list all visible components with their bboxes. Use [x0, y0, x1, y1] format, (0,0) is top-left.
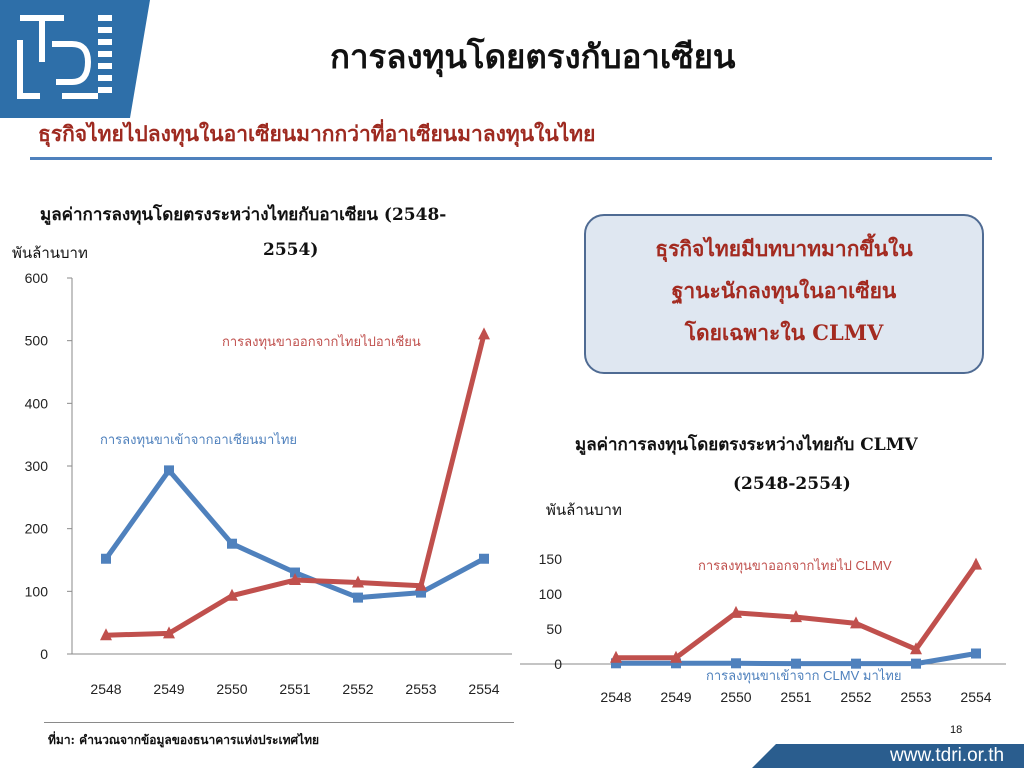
- c2-point-square: [731, 658, 741, 669]
- c2-point-square: [671, 658, 681, 669]
- c2-ytick-label: 100: [539, 586, 563, 602]
- c1-ytick-label: 400: [25, 395, 49, 411]
- footer-bar: [752, 744, 1024, 768]
- c1-point-triangle: [415, 578, 427, 591]
- c2-point-triangle: [790, 610, 802, 623]
- c2-point-square: [971, 648, 981, 659]
- c1-xtick-label: 2551: [279, 681, 310, 697]
- chart2-unit-label: พันล้านบาท: [546, 501, 622, 519]
- c2-point-triangle: [670, 650, 682, 663]
- c1-xtick-label: 2554: [468, 681, 499, 697]
- callout-line-3: โดยเฉพาะใน CLMV: [684, 320, 884, 345]
- c2-point-triangle: [850, 616, 862, 629]
- c2-ytick-label: 150: [539, 551, 563, 567]
- chart2-title-line1: มูลค่าการลงทุนโดยตรงระหว่างไทยกับ CLMV: [575, 435, 918, 455]
- c1-ytick-label: 100: [25, 583, 49, 599]
- c2-xtick-label: 2549: [660, 689, 691, 705]
- c2-xtick-label: 2553: [900, 689, 931, 705]
- c1-xtick-label: 2552: [342, 681, 373, 697]
- callout-line-2: ฐานะนักลงทุนในอาเซียน: [671, 278, 897, 303]
- c1-point-square: [227, 538, 237, 549]
- c1-point-square: [353, 592, 363, 603]
- c1-point-square: [290, 567, 300, 578]
- c1-point-triangle: [100, 628, 112, 641]
- c2-point-triangle: [910, 642, 922, 655]
- callout-box: ธุรกิจไทยมีบทบาทมากขึ้นใน ฐานะนักลงทุนใน…: [584, 214, 984, 374]
- c1-point-triangle: [289, 573, 301, 586]
- c2-point-square: [851, 658, 861, 669]
- page-title: การลงทุนโดยตรงกับอาเซียน: [330, 37, 736, 76]
- c2-ytick-label: 0: [554, 656, 562, 672]
- chart1-series-label-inbound: การลงทุนขาเข้าจากอาเซียนมาไทย: [100, 432, 297, 448]
- c1-point-triangle: [226, 588, 238, 601]
- tdri-logo: [0, 0, 150, 118]
- c2-xtick-label: 2548: [600, 689, 631, 705]
- c1-ytick-label: 600: [25, 270, 49, 286]
- header-divider: [30, 157, 992, 160]
- website-link[interactable]: www.tdri.or.th: [890, 745, 1005, 766]
- c2-point-triangle: [970, 557, 982, 570]
- chart2-plot: 0 50 100 150 2548 2549 2550 2551 2552 2553 2554 ก…: [520, 551, 1006, 705]
- chart1-unit-label: พันล้านบาท: [12, 244, 88, 262]
- c1-xtick-label: 2553: [405, 681, 436, 697]
- c2-point-square: [911, 658, 921, 669]
- c2-ytick-label: 50: [546, 621, 562, 637]
- c2-point-square: [611, 658, 621, 669]
- chart1-plot: 0 100 200 300 400 500 600 2548 2549 2550 2551 2552…: [25, 270, 512, 697]
- chart2-series-label-outbound: การลงทุนขาออกจากไทยไป CLMV: [698, 558, 892, 574]
- c1-point-square: [479, 553, 489, 564]
- c2-point-triangle: [730, 605, 742, 618]
- c1-xtick-label: 2548: [90, 681, 121, 697]
- c1-point-triangle: [352, 575, 364, 588]
- source-divider: [44, 722, 514, 723]
- c1-xtick-label: 2549: [153, 681, 184, 697]
- chart1-series-label-outbound: การลงทุนขาออกจากไทยไปอาเซียน: [222, 334, 421, 350]
- c1-point-square: [416, 587, 426, 598]
- chart1-title-line1: มูลค่าการลงทุนโดยตรงระหว่างไทยกับอาเซียน…: [40, 205, 447, 225]
- c1-point-square: [164, 465, 174, 476]
- c1-ytick-label: 0: [40, 646, 48, 662]
- c2-xtick-label: 2554: [960, 689, 991, 705]
- c2-point-triangle: [610, 650, 622, 663]
- c1-point-square: [101, 553, 111, 564]
- c2-xtick-label: 2550: [720, 689, 751, 705]
- c2-point-square: [791, 658, 801, 669]
- c2-xtick-label: 2552: [840, 689, 871, 705]
- c2-xtick-label: 2551: [780, 689, 811, 705]
- page-subtitle: ธุรกิจไทยไปลงทุนในอาเซียนมากกว่าที่อาเซี…: [38, 121, 596, 146]
- source-note: ที่มา: คำนวณจากข้อมูลของธนาคารแห่งประเทศ…: [48, 733, 320, 747]
- c1-point-triangle: [478, 327, 490, 340]
- chart1-title-line2: 2554): [263, 240, 319, 260]
- c1-xtick-label: 2550: [216, 681, 247, 697]
- chart2-title-line2: (2548-2554): [733, 474, 851, 494]
- logo-background: [0, 0, 150, 118]
- callout-line-1: ธุรกิจไทยมีบทบาทมากขึ้นใน: [655, 236, 913, 261]
- chart2-series-label-inbound: การลงทุนขาเข้าจาก CLMV มาไทย: [706, 668, 901, 684]
- c1-ytick-label: 500: [25, 333, 49, 349]
- logo-mark: [17, 15, 112, 99]
- c1-ytick-label: 300: [25, 458, 49, 474]
- c1-ytick-label: 200: [25, 521, 49, 537]
- page-number: 18: [950, 724, 963, 736]
- c1-point-triangle: [163, 626, 175, 639]
